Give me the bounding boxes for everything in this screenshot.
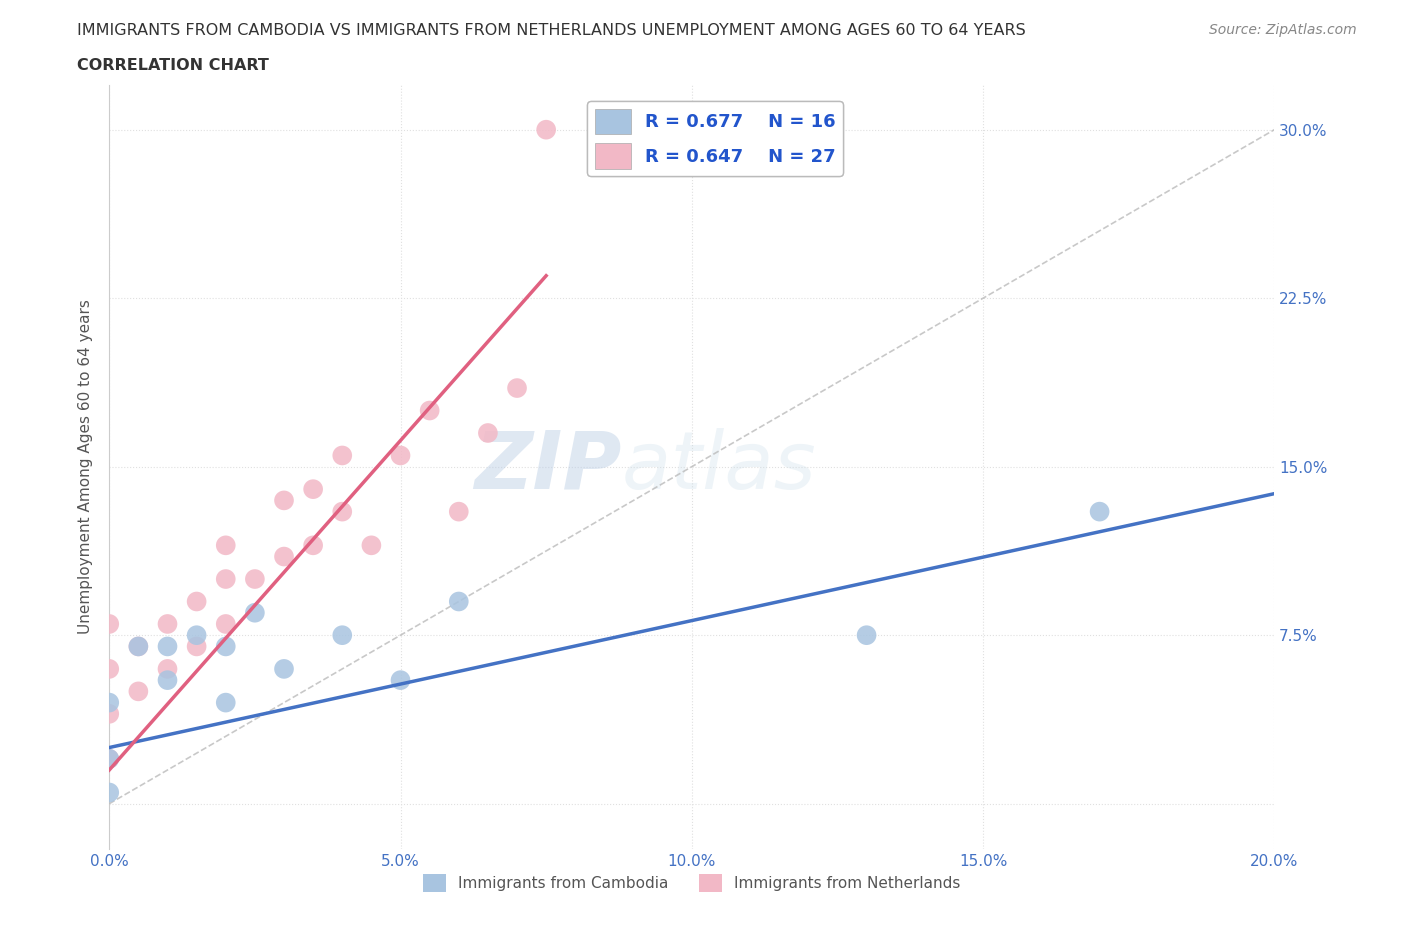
- Point: [127, 639, 149, 654]
- Point: [447, 504, 470, 519]
- Point: [215, 572, 238, 587]
- Point: [302, 482, 325, 497]
- Point: [506, 380, 529, 395]
- Legend: R = 0.677    N = 16, R = 0.647    N = 27: R = 0.677 N = 16, R = 0.647 N = 27: [588, 101, 844, 176]
- Point: [360, 538, 382, 552]
- Point: [215, 639, 238, 654]
- Point: [156, 617, 179, 631]
- Point: [98, 695, 121, 710]
- Point: [98, 707, 121, 722]
- Point: [98, 751, 121, 766]
- Point: [98, 751, 121, 766]
- Point: [186, 594, 208, 609]
- Text: Source: ZipAtlas.com: Source: ZipAtlas.com: [1209, 23, 1357, 37]
- Point: [156, 661, 179, 676]
- Point: [419, 403, 441, 418]
- Point: [98, 661, 121, 676]
- Point: [273, 661, 295, 676]
- Point: [330, 504, 353, 519]
- Text: CORRELATION CHART: CORRELATION CHART: [77, 58, 269, 73]
- Point: [330, 448, 353, 463]
- Point: [156, 639, 179, 654]
- Text: atlas: atlas: [621, 428, 817, 506]
- Point: [302, 538, 325, 552]
- Point: [330, 628, 353, 643]
- Point: [215, 538, 238, 552]
- Text: IMMIGRANTS FROM CAMBODIA VS IMMIGRANTS FROM NETHERLANDS UNEMPLOYMENT AMONG AGES : IMMIGRANTS FROM CAMBODIA VS IMMIGRANTS F…: [77, 23, 1026, 38]
- Point: [127, 684, 149, 698]
- Y-axis label: Unemployment Among Ages 60 to 64 years: Unemployment Among Ages 60 to 64 years: [79, 299, 93, 634]
- Point: [156, 672, 179, 687]
- Point: [186, 639, 208, 654]
- Point: [98, 617, 121, 631]
- Point: [243, 572, 266, 587]
- Point: [127, 639, 149, 654]
- Text: ZIP: ZIP: [474, 428, 621, 506]
- Point: [98, 785, 121, 800]
- Point: [1088, 504, 1111, 519]
- Point: [273, 549, 295, 564]
- Point: [273, 493, 295, 508]
- Point: [243, 605, 266, 620]
- Point: [534, 122, 557, 137]
- Point: [855, 628, 877, 643]
- Point: [447, 594, 470, 609]
- Point: [186, 628, 208, 643]
- Point: [389, 448, 412, 463]
- Point: [215, 617, 238, 631]
- Point: [477, 426, 499, 441]
- Point: [215, 695, 238, 710]
- Point: [389, 672, 412, 687]
